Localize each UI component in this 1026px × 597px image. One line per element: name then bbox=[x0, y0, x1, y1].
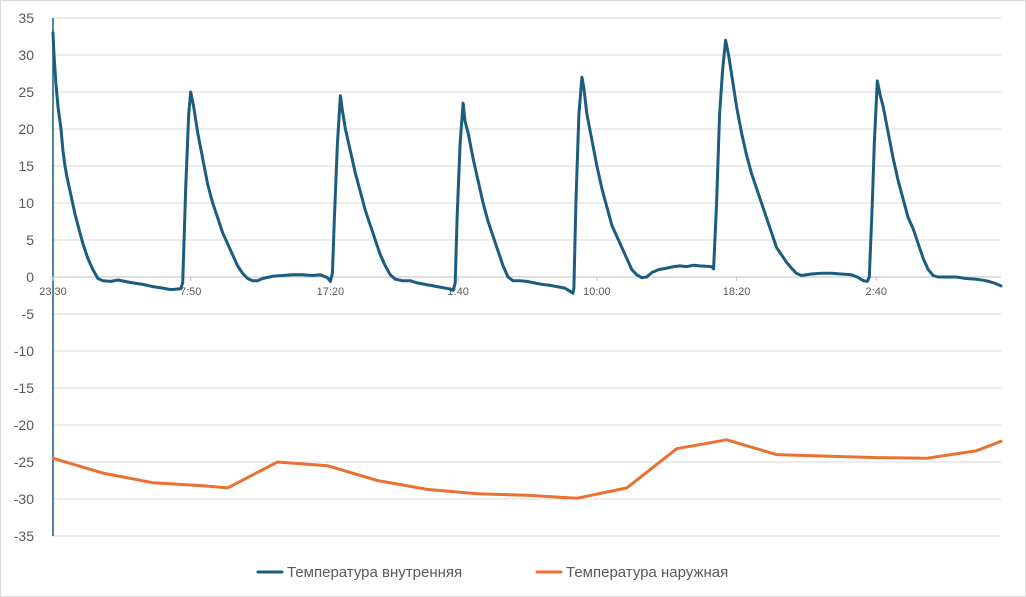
y-tick-label: -25 bbox=[14, 454, 34, 470]
x-tick-label: 2:40 bbox=[866, 286, 887, 298]
y-tick-label: 5 bbox=[26, 232, 34, 248]
legend-label: Температура внутренняя bbox=[287, 564, 462, 581]
y-tick-label: 35 bbox=[18, 10, 34, 26]
y-tick-label: 0 bbox=[26, 269, 34, 285]
legend-label: Температура наружная bbox=[566, 564, 728, 581]
gridlines bbox=[53, 17, 1001, 537]
y-tick-label: -10 bbox=[14, 343, 34, 359]
y-tick-label: -35 bbox=[14, 528, 34, 544]
x-tick-label: 17:20 bbox=[317, 286, 345, 298]
y-tick-label: 20 bbox=[18, 121, 34, 137]
y-tick-label: -5 bbox=[22, 306, 35, 322]
y-tick-label: -15 bbox=[14, 380, 34, 396]
y-tick-label: 15 bbox=[18, 158, 34, 174]
series-line-outside-temperature bbox=[51, 438, 1003, 500]
y-tick-label: -30 bbox=[14, 491, 34, 507]
y-tick-label: -20 bbox=[14, 417, 34, 433]
x-tick-label: 10:00 bbox=[583, 286, 611, 298]
y-axis: 35 30 25 20 15 10 5 0 -5 -10 -15 -20 -25 -30 -35 bbox=[14, 10, 54, 544]
y-tick-label: 10 bbox=[18, 195, 34, 211]
y-tick-label: 25 bbox=[18, 84, 34, 100]
y-tick-label: 30 bbox=[18, 47, 34, 63]
x-tick-label: 18:20 bbox=[723, 286, 751, 298]
legend: Температура внутренняя Температура наружн… bbox=[256, 564, 728, 581]
series-line-inside-temperature bbox=[51, 31, 1003, 295]
x-tick-label: 7:50 bbox=[180, 286, 201, 298]
series-layer bbox=[51, 31, 1003, 500]
x-tick-label: 23:30 bbox=[39, 286, 67, 298]
x-axis: 23:30 7:50 17:20 1:40 10:00 18:20 2:40 bbox=[39, 276, 1001, 298]
